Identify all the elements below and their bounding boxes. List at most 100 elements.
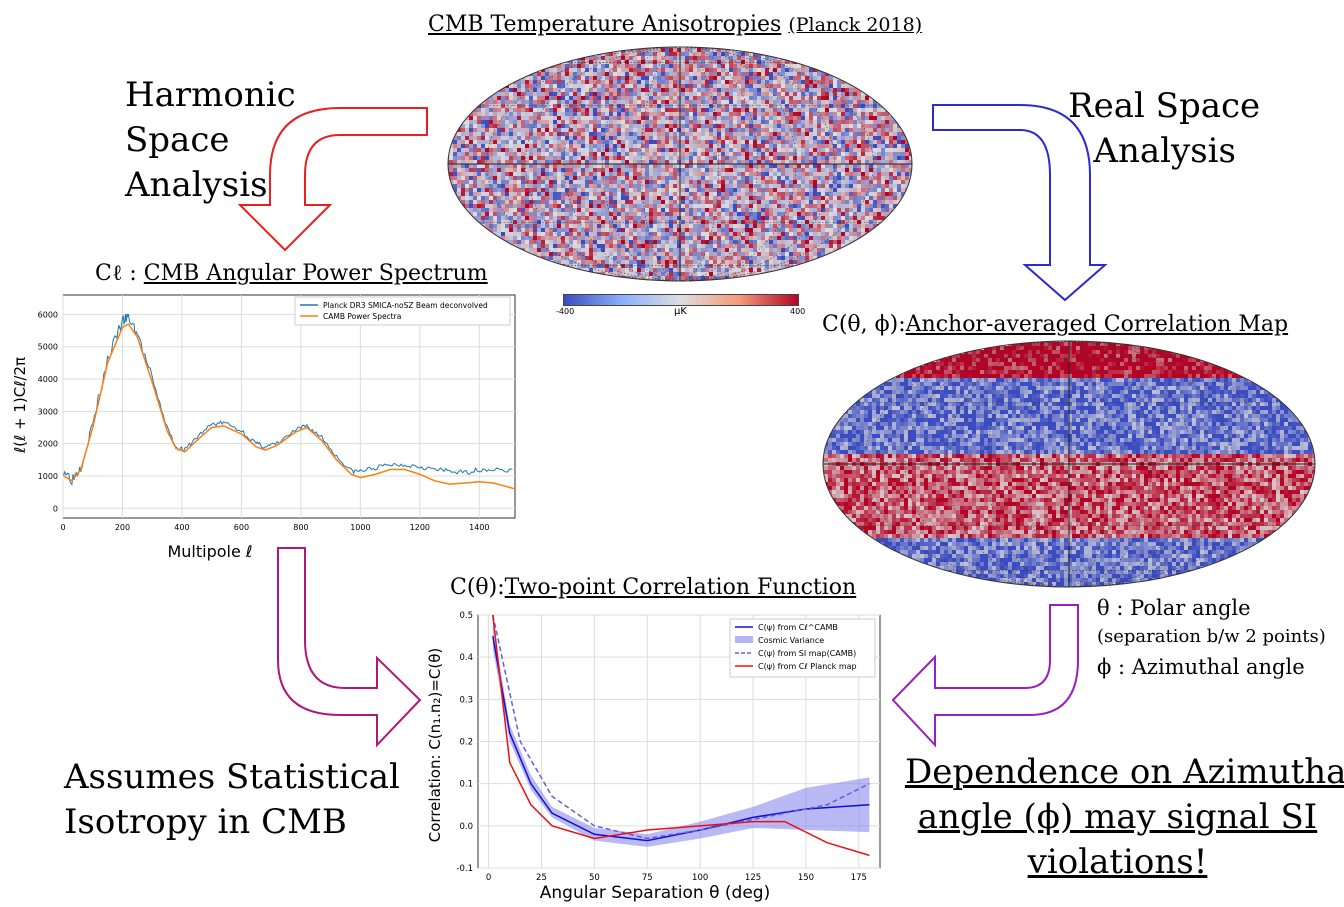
map-pixel [485,140,489,144]
map-pixel [629,156,633,160]
map-pixel [829,208,833,212]
map-pixel [837,112,841,116]
map-pixel [665,56,669,60]
map-pixel [721,120,725,124]
map-pixel [509,192,513,196]
map-pixel [701,88,705,92]
map-pixel [801,124,805,128]
map-pixel [657,200,661,204]
map-pixel [649,112,653,116]
map-pixel [557,212,561,216]
map-pixel [705,128,709,132]
map-pixel [661,152,665,156]
map-pixel [861,144,865,148]
map-pixel [713,120,717,124]
map-pixel [753,220,757,224]
map-pixel [537,160,541,164]
map-pixel [689,132,693,136]
map-pixel [773,212,777,216]
map-pixel [777,228,781,232]
map-pixel [837,92,841,96]
map-pixel [509,204,513,208]
map-pixel [809,120,813,124]
map-pixel [545,184,549,188]
map-pixel [705,52,709,56]
map-pixel [853,228,857,232]
map-pixel [829,188,833,192]
map-pixel [805,100,809,104]
map-pixel [833,96,837,100]
map-pixel [633,188,637,192]
map-pixel [545,156,549,160]
map-pixel [457,140,461,144]
map-pixel [845,136,849,140]
map-pixel [769,104,773,108]
map-pixel [597,228,601,232]
map-pixel [613,228,617,232]
map-pixel [809,188,813,192]
map-pixel [793,224,797,228]
map-pixel [733,148,737,152]
map-pixel [641,124,645,128]
map-pixel [645,220,649,224]
map-pixel [649,108,653,112]
map-pixel [677,232,681,236]
map-pixel [873,172,877,176]
map-pixel [705,104,709,108]
map-pixel [749,160,753,164]
map-pixel [549,116,553,120]
map-pixel [769,156,773,160]
map-pixel [669,56,673,60]
map-pixel [685,144,689,148]
map-pixel [609,84,613,88]
map-pixel [637,140,641,144]
map-pixel [669,212,673,216]
map-pixel [829,228,833,232]
map-pixel [889,140,893,144]
map-pixel [845,132,849,136]
map-pixel [637,220,641,224]
map-pixel [817,196,821,200]
map-pixel [689,164,693,168]
map-pixel [629,124,633,128]
map-pixel [533,184,537,188]
map-pixel [533,104,537,108]
map-pixel [889,164,893,168]
map-pixel [597,224,601,228]
map-pixel [829,232,833,236]
map-pixel [553,148,557,152]
map-pixel [885,128,889,132]
map-pixel [657,104,661,108]
map-pixel [737,236,741,240]
map-pixel [561,196,565,200]
map-pixel [657,236,661,240]
map-pixel [653,140,657,144]
map-pixel [569,144,573,148]
map-pixel [545,164,549,168]
map-pixel [661,172,665,176]
map-pixel [673,56,677,60]
map-pixel [549,180,553,184]
map-pixel [545,116,549,120]
map-pixel [453,164,457,168]
map-pixel [741,68,745,72]
map-pixel [697,68,701,72]
map-pixel [765,184,769,188]
map-pixel [589,244,593,248]
map-pixel [721,216,725,220]
map-pixel [693,188,697,192]
map-pixel [669,52,673,56]
map-pixel [825,208,829,212]
map-pixel [649,228,653,232]
map-pixel [733,64,737,68]
map-pixel [849,92,853,96]
map-pixel [697,140,701,144]
map-pixel [597,220,601,224]
map-pixel [789,216,793,220]
map-pixel [845,212,849,216]
map-pixel [761,92,765,96]
map-pixel [525,236,529,240]
map-pixel [525,200,529,204]
map-pixel [833,208,837,212]
map-pixel [665,64,669,68]
